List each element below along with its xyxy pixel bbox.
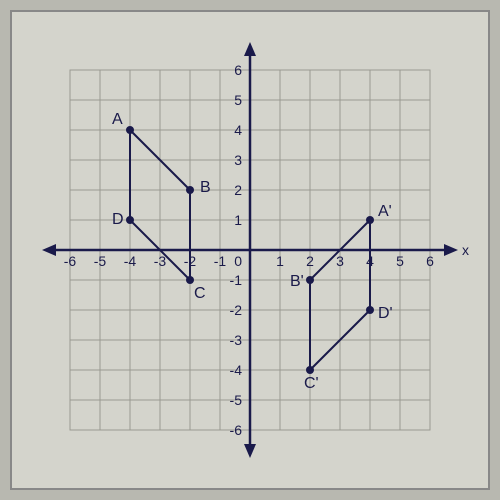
vertex-label: B' [290,273,304,290]
y-tick-label: 2 [234,182,242,198]
figure-vertex [306,366,314,374]
figure-vertex [306,276,314,284]
vertex-label: A [112,111,123,128]
y-tick-label: -3 [230,332,243,348]
figure-vertex [186,186,194,194]
x-tick-label: 3 [336,253,344,269]
y-tick-label: 3 [234,152,242,168]
y-tick-label: 4 [234,122,242,138]
x-tick-label: -4 [124,253,137,269]
vertex-label: B [200,179,211,196]
plot-svg: -6-5-4-3-2-1123456-6-5-4-3-2-11234560xAB… [30,30,470,470]
figure-vertex [126,216,134,224]
x-tick-label: -1 [214,253,227,269]
coordinate-plane: -6-5-4-3-2-1123456-6-5-4-3-2-11234560xAB… [30,30,470,470]
vertex-label: C' [304,375,319,392]
vertex-label: A' [378,203,392,220]
figure-vertex [366,306,374,314]
x-tick-label: 1 [276,253,284,269]
figure-vertex [366,216,374,224]
x-tick-label: 6 [426,253,434,269]
vertex-label: C [194,285,206,302]
x-tick-label: 2 [306,253,314,269]
y-tick-label: 5 [234,92,242,108]
x-axis-label: x [462,242,469,258]
y-tick-label: -5 [230,392,243,408]
y-tick-label: -1 [230,272,243,288]
figure-vertex [186,276,194,284]
origin-label: 0 [234,253,242,269]
x-tick-label: -6 [64,253,77,269]
x-tick-label: 5 [396,253,404,269]
chart-frame: -6-5-4-3-2-1123456-6-5-4-3-2-11234560xAB… [10,10,490,490]
y-tick-label: 6 [234,62,242,78]
vertex-label: D' [378,305,393,322]
y-tick-label: 1 [234,212,242,228]
y-tick-label: -4 [230,362,243,378]
vertex-label: D [112,211,124,228]
figure-vertex [126,126,134,134]
x-tick-label: -5 [94,253,107,269]
y-tick-label: -6 [230,422,243,438]
y-tick-label: -2 [230,302,243,318]
